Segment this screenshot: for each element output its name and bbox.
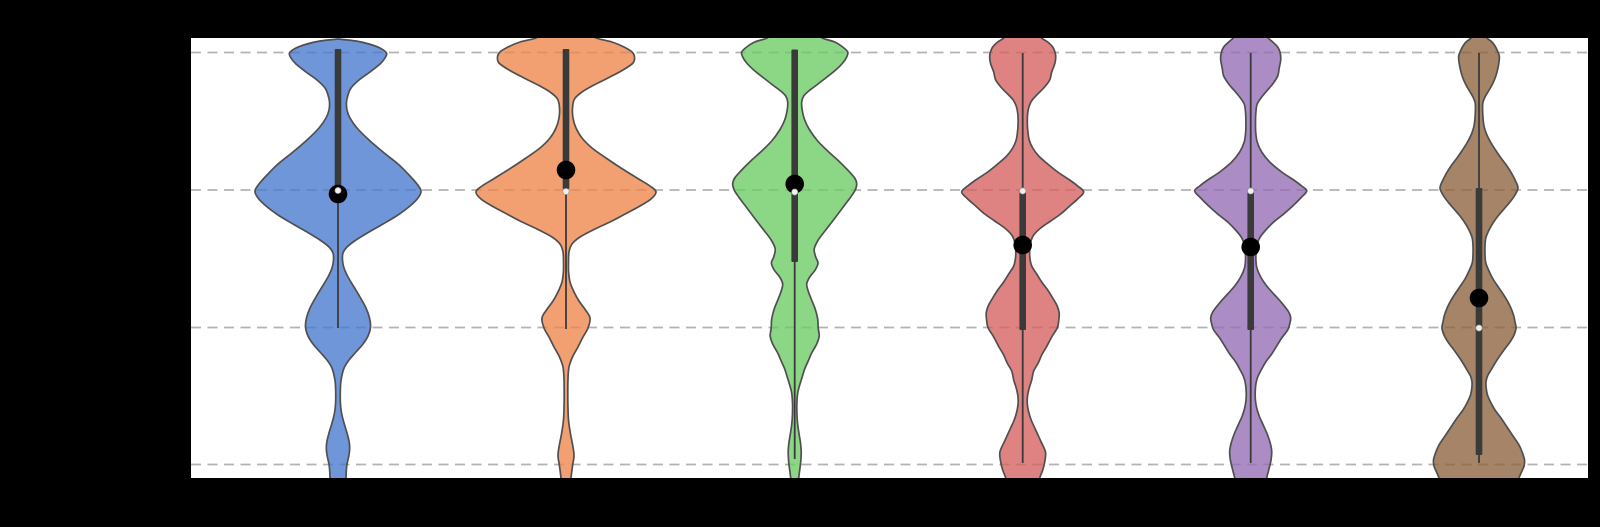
plot-background	[191, 38, 1588, 478]
mean-dot-group-1-blue	[328, 184, 348, 204]
iqr-box-group-2-orange	[562, 49, 570, 189]
mean-dot-group-3-green	[785, 174, 804, 194]
iqr-box-group-1-blue	[334, 49, 342, 190]
mean-dot-group-4-red	[1013, 235, 1032, 255]
median-dot-group-1-blue	[334, 187, 342, 194]
mean-dot-group-6-brown	[1469, 288, 1489, 308]
median-dot-group-6-brown	[1475, 324, 1483, 332]
mean-dot-group-5-purple	[1241, 237, 1260, 257]
median-dot-group-5-purple	[1247, 187, 1255, 195]
plot-area	[191, 38, 1588, 478]
median-dot-group-2-orange	[562, 188, 570, 195]
iqr-box-group-5-purple	[1247, 192, 1254, 330]
median-dot-group-3-green	[791, 188, 799, 196]
iqr-box-group-6-brown	[1475, 188, 1483, 455]
iqr-box-group-3-green	[791, 49, 798, 262]
mean-dot-group-2-orange	[556, 160, 576, 180]
iqr-box-group-4-red	[1019, 192, 1026, 330]
median-dot-group-4-red	[1019, 187, 1027, 195]
